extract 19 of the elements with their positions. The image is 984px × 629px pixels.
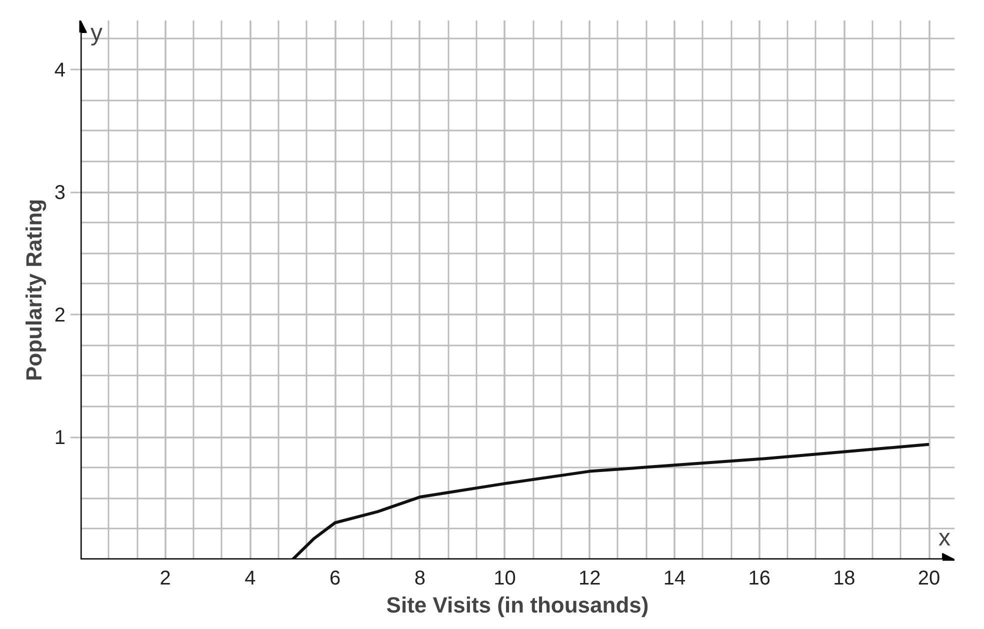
x-tick-label: 10	[494, 568, 516, 590]
x-tick-label: 20	[918, 568, 940, 590]
y-axis-title: Popularity Rating	[21, 198, 46, 382]
x-axis-title: Site Visits (in thousands)	[386, 592, 649, 618]
annotation: y	[90, 20, 102, 46]
x-tick-label: 12	[578, 568, 601, 590]
x-tick-label: 14	[663, 568, 686, 590]
x-tick-label: 18	[833, 568, 856, 590]
x-tick-label: 6	[330, 568, 341, 590]
x-tick-label: 4	[244, 568, 256, 590]
x-tick-label: 2	[160, 568, 171, 590]
line-series	[291, 442, 931, 560]
y-tick-label: 2	[54, 304, 66, 326]
y-tick-label: 4	[54, 60, 66, 82]
y-tick-label: 3	[54, 182, 66, 204]
x-tick-label: 8	[414, 568, 426, 590]
y-tick-label: 1	[54, 427, 66, 449]
x-tick-label: 16	[748, 568, 770, 590]
annotation: x	[938, 524, 950, 552]
